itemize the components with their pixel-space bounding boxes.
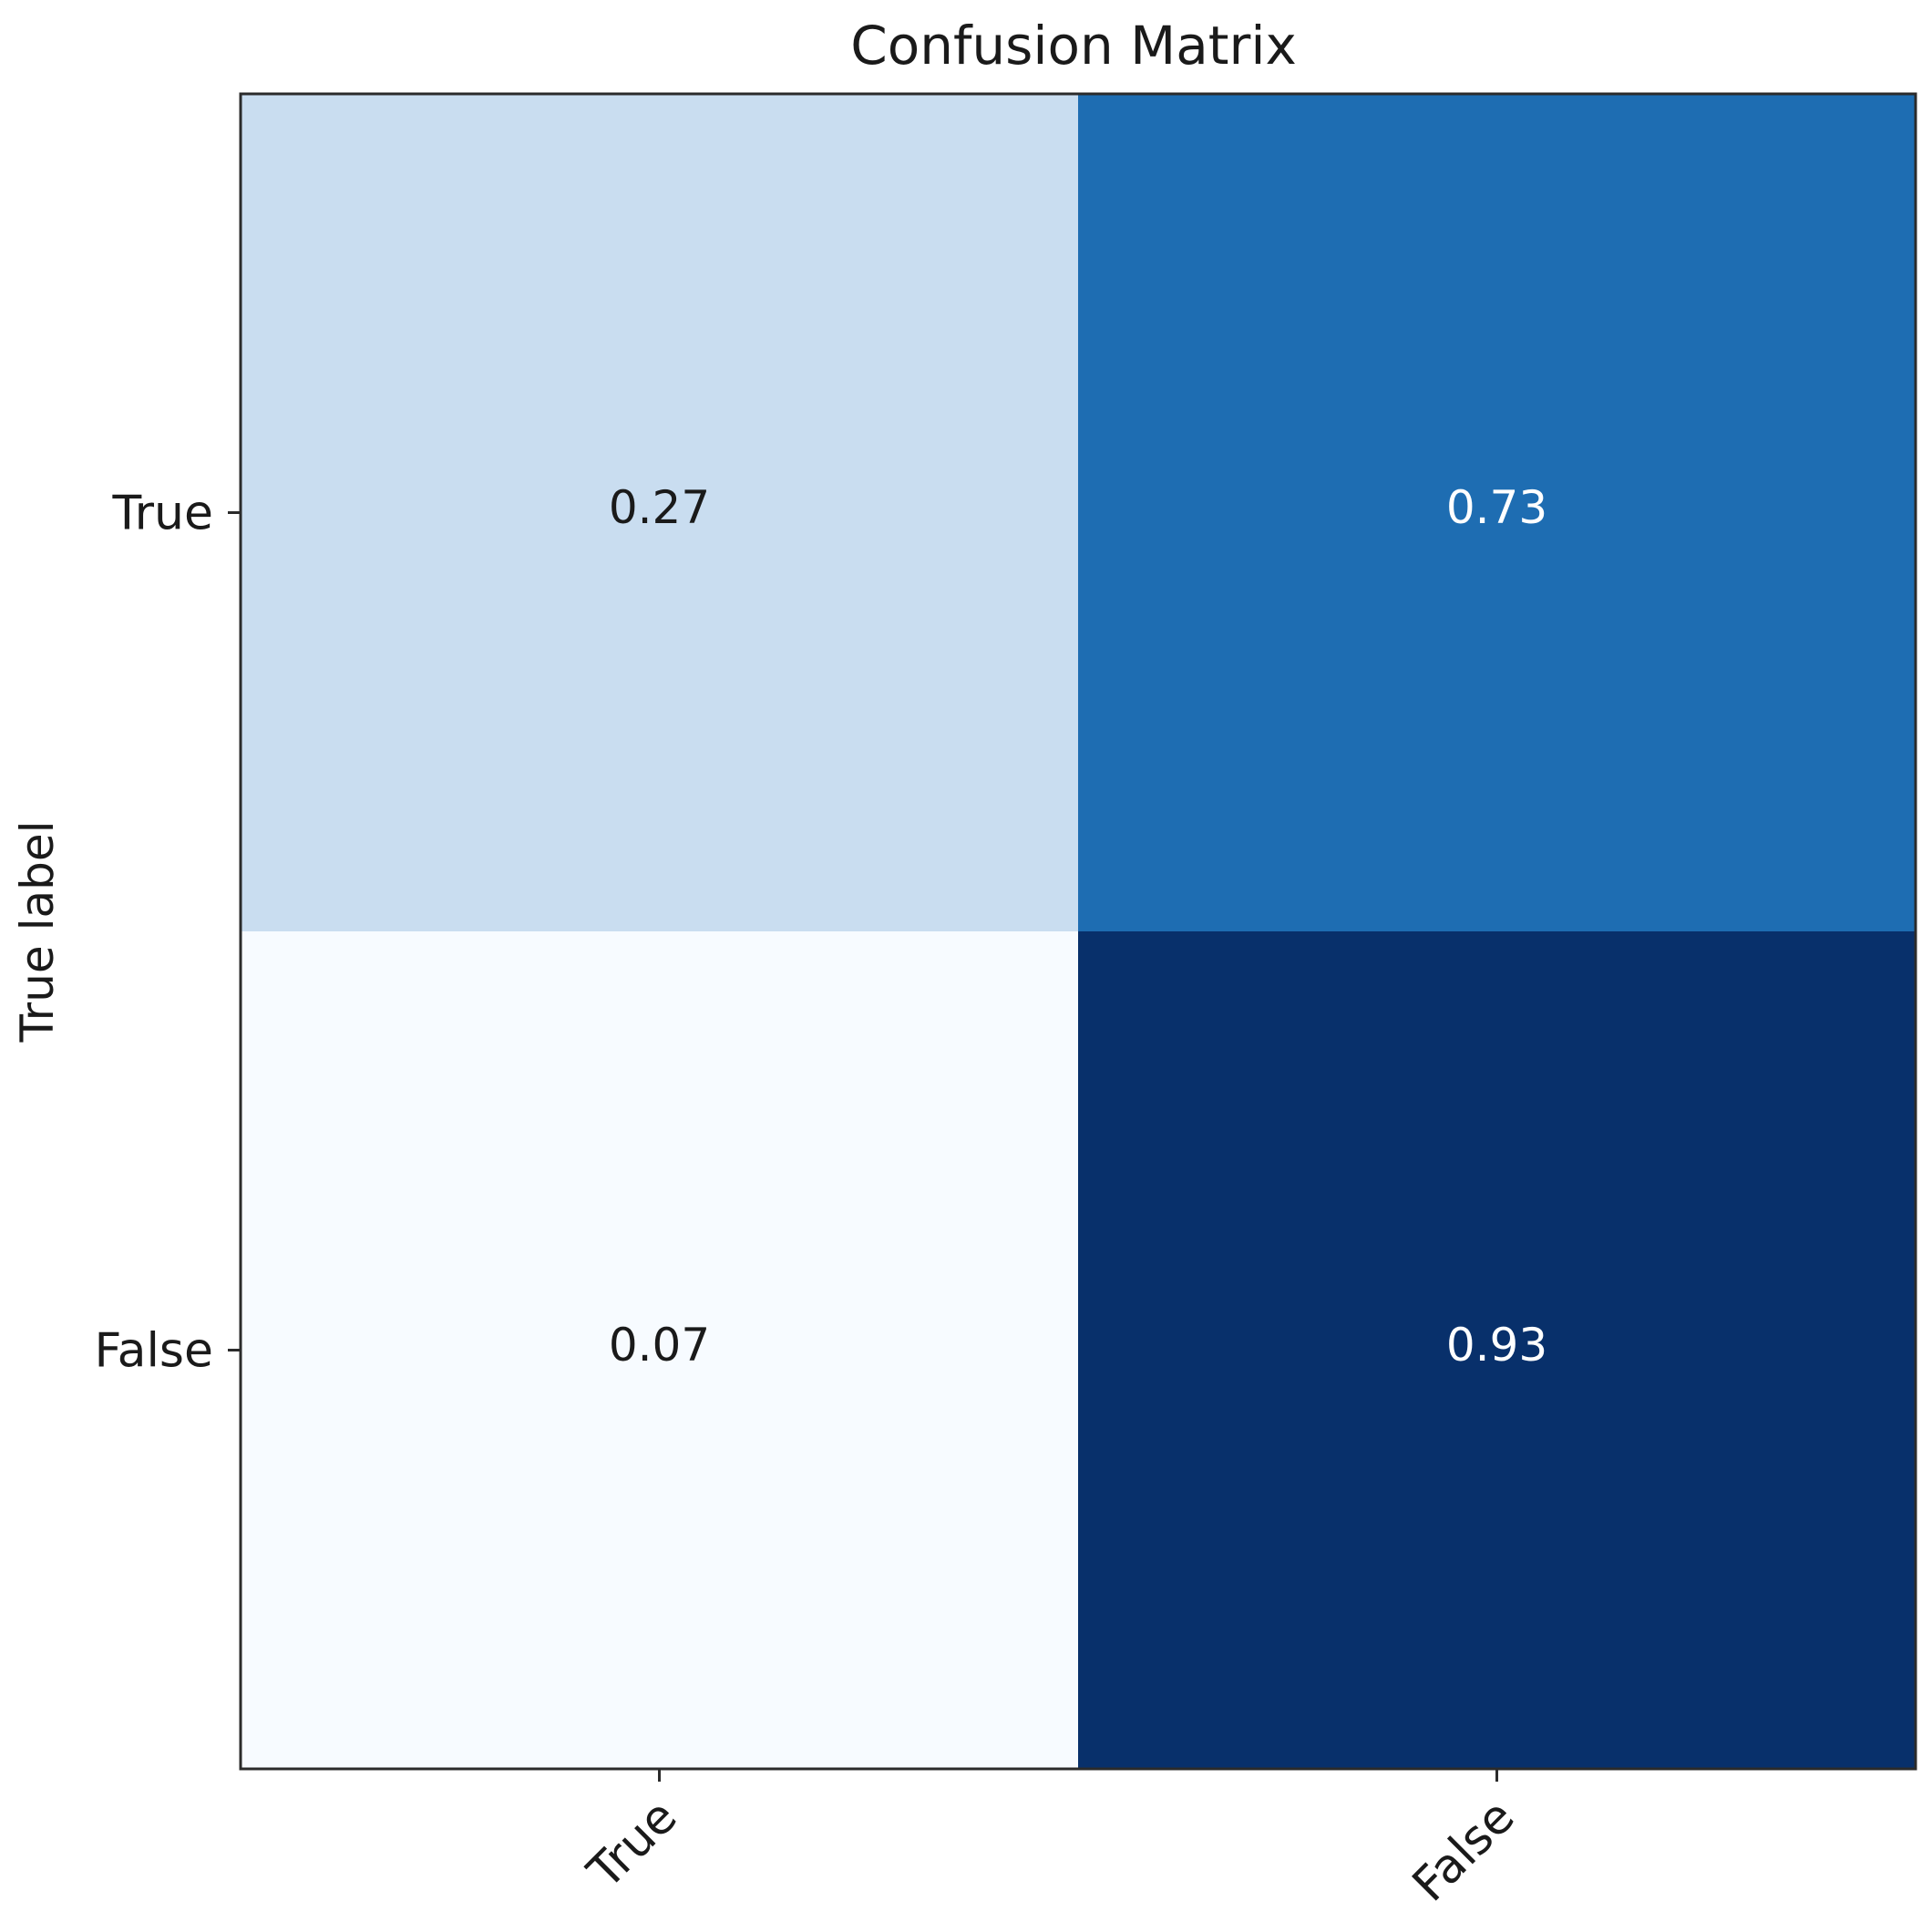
y-tick-label-0: True xyxy=(112,487,213,541)
heatmap-cell-labels: 0.27 0.73 0.07 0.93 xyxy=(609,481,1547,1372)
y-axis-label: True label xyxy=(11,820,64,1043)
heatmap-cell-r1-c0 xyxy=(241,931,1079,1770)
y-tick-label-1: False xyxy=(94,1324,213,1379)
chart-title: Confusion Matrix xyxy=(850,15,1297,77)
heatmap-cells xyxy=(241,94,1917,1770)
axis-ticks xyxy=(228,511,1498,1782)
cell-value-label-r0-c1: 0.73 xyxy=(1446,481,1547,534)
cell-value-label-r0-c0: 0.27 xyxy=(609,481,710,534)
cell-value-label-r1-c0: 0.07 xyxy=(609,1319,710,1372)
x-tick-label-0: True xyxy=(577,1790,687,1900)
heatmap-cell-r0-c1 xyxy=(1078,94,1917,932)
heatmap-cell-r1-c1 xyxy=(1078,931,1917,1770)
plot-frame xyxy=(239,92,1917,1771)
heatmap-cell-r0-c0 xyxy=(241,94,1079,932)
x-tick-label-1: False xyxy=(1403,1790,1526,1913)
cell-value-label-r1-c1: 0.93 xyxy=(1446,1319,1547,1372)
